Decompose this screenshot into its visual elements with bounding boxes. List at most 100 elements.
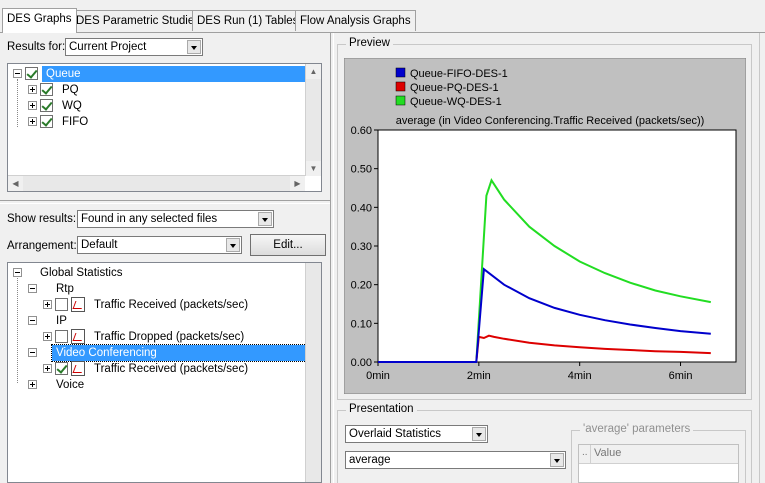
checkbox-rtp-traffic-received[interactable]: [55, 298, 68, 311]
parameters-col-dots: ..: [582, 447, 588, 458]
chevron-down-icon: [472, 427, 486, 441]
graph-icon: [71, 329, 85, 344]
scroll-right-icon[interactable]: ▶: [290, 176, 305, 191]
checkbox-queue[interactable]: [25, 67, 38, 80]
show-results-label: Show results:: [7, 213, 77, 225]
presentation-mode-select[interactable]: Overlaid Statistics: [345, 425, 488, 443]
checkbox-video-traffic-received[interactable]: [55, 362, 68, 375]
results-for-label: Results for:: [7, 41, 66, 53]
legend-label: Queue-PQ-DES-1: [410, 82, 499, 94]
x-tick-label: 4min: [568, 370, 592, 382]
x-tick-label: 2min: [467, 370, 491, 382]
tree-node-queue-label: Queue: [46, 68, 81, 80]
collapse-icon[interactable]: [13, 69, 22, 78]
vertical-scrollbar[interactable]: ▲ ▼: [305, 64, 321, 176]
preview-title: Preview: [346, 37, 393, 49]
filter-select[interactable]: average: [345, 451, 566, 469]
scroll-up-icon[interactable]: ▲: [306, 64, 321, 79]
x-tick-label: 6min: [669, 370, 693, 382]
legend-swatch: [395, 81, 406, 92]
x-axis: 0min 2min 4min 6min: [366, 362, 692, 382]
results-for-select[interactable]: Current Project: [65, 38, 203, 56]
parameters-col-value[interactable]: Value: [594, 447, 622, 459]
tree-node-video-conferencing[interactable]: Video Conferencing: [51, 344, 307, 362]
expand-icon[interactable]: [43, 332, 52, 341]
legend-label: Queue-WQ-DES-1: [410, 96, 502, 108]
arrangement-label: Arrangement:: [7, 240, 77, 252]
tree-node-voice[interactable]: Voice: [56, 379, 85, 391]
tab-des-graphs[interactable]: DES Graphs: [2, 8, 77, 33]
tree-node-rtp[interactable]: Rtp: [56, 283, 74, 295]
presentation-group: [337, 410, 752, 483]
show-results-select[interactable]: Found in any selected files: [77, 210, 274, 228]
preview-group: [337, 44, 752, 400]
pane-divider[interactable]: [330, 33, 334, 483]
tab-bar: DES Graphs DES Parametric Studies DES Ru…: [0, 8, 765, 33]
y-tick-label: 0.10: [351, 318, 372, 330]
checkbox-ip-traffic-dropped[interactable]: [55, 330, 68, 343]
expand-icon[interactable]: [28, 117, 37, 126]
tab-des-run-tables[interactable]: DES Run (1) Tables: [192, 10, 304, 31]
collapse-icon[interactable]: [28, 284, 37, 293]
x-tick-label: 0min: [366, 370, 390, 382]
tree-node-video-conferencing-label: Video Conferencing: [56, 347, 157, 359]
tree-node-wq[interactable]: WQ: [62, 100, 82, 112]
plot-area: [377, 129, 737, 363]
collapse-icon[interactable]: [28, 316, 37, 325]
series-line: [378, 334, 711, 363]
tree-node-pq[interactable]: PQ: [62, 84, 79, 96]
tab-des-parametric-studies[interactable]: DES Parametric Studies: [71, 10, 205, 31]
statistics-tree: Global Statistics Rtp Traffic Received (…: [7, 262, 322, 483]
presentation-title: Presentation: [346, 403, 417, 415]
preview-chart: Queue-FIFO-DES-1 Queue-PQ-DES-1 Queue-WQ-D…: [344, 58, 746, 394]
filter-value: average: [349, 454, 391, 466]
y-tick-label: 0.00: [351, 357, 372, 369]
splitter[interactable]: [0, 200, 330, 204]
y-tick-label: 0.20: [351, 280, 372, 292]
arrangement-select[interactable]: Default: [77, 236, 242, 254]
chevron-down-icon: [226, 238, 240, 252]
tree-node-global-statistics[interactable]: Global Statistics: [40, 267, 123, 279]
tab-flow-analysis-graphs[interactable]: Flow Analysis Graphs: [295, 10, 416, 31]
y-axis: 0.00 0.10 0.20 0.30 0.40 0.50 0.60: [351, 125, 378, 369]
chart-title: average (in Video Conferencing.Traffic R…: [396, 115, 705, 127]
tree-node-rtp-traffic-received[interactable]: Traffic Received (packets/sec): [94, 299, 249, 311]
collapse-icon[interactable]: [13, 268, 22, 277]
tree-node-fifo[interactable]: FIFO: [62, 116, 89, 128]
right-edge-scrollbar[interactable]: [759, 33, 765, 483]
arrangement-value: Default: [81, 239, 118, 251]
y-tick-label: 0.50: [351, 164, 372, 176]
scroll-left-icon[interactable]: ◀: [8, 176, 23, 191]
tree-node-ip[interactable]: IP: [56, 315, 67, 327]
horizontal-scrollbar[interactable]: ◀ ▶: [8, 175, 305, 191]
y-tick-label: 0.40: [351, 202, 372, 214]
results-for-value: Current Project: [69, 41, 147, 53]
checkbox-pq[interactable]: [40, 83, 53, 96]
scenario-tree: Queue PQ WQ FIFO ▲ ▼ ◀ ▶: [7, 63, 322, 192]
series-line: [378, 267, 711, 363]
expand-icon[interactable]: [43, 364, 52, 373]
y-tick-label: 0.60: [351, 125, 372, 137]
tree-node-ip-traffic-dropped[interactable]: Traffic Dropped (packets/sec): [94, 331, 245, 343]
expand-icon[interactable]: [28, 85, 37, 94]
parameters-title: 'average' parameters: [580, 423, 694, 435]
checkbox-wq[interactable]: [40, 99, 53, 112]
graph-icon: [71, 297, 85, 312]
y-tick-label: 0.30: [351, 241, 372, 253]
legend-label: Queue-FIFO-DES-1: [410, 68, 508, 80]
legend-swatch: [395, 95, 406, 106]
expand-icon[interactable]: [28, 380, 37, 389]
expand-icon[interactable]: [43, 300, 52, 309]
collapse-icon[interactable]: [28, 348, 37, 357]
chevron-down-icon: [550, 453, 564, 467]
checkbox-fifo[interactable]: [40, 115, 53, 128]
scroll-down-icon[interactable]: ▼: [306, 161, 321, 176]
tree-node-queue[interactable]: Queue: [42, 66, 310, 82]
tree-node-video-traffic-received[interactable]: Traffic Received (packets/sec): [94, 363, 249, 375]
vertical-scrollbar[interactable]: [305, 263, 321, 482]
chevron-down-icon: [187, 40, 201, 54]
parameters-header: .. Value: [579, 445, 738, 464]
edit-button[interactable]: Edit...: [250, 234, 326, 256]
expand-icon[interactable]: [28, 101, 37, 110]
chart-series: [378, 178, 711, 363]
